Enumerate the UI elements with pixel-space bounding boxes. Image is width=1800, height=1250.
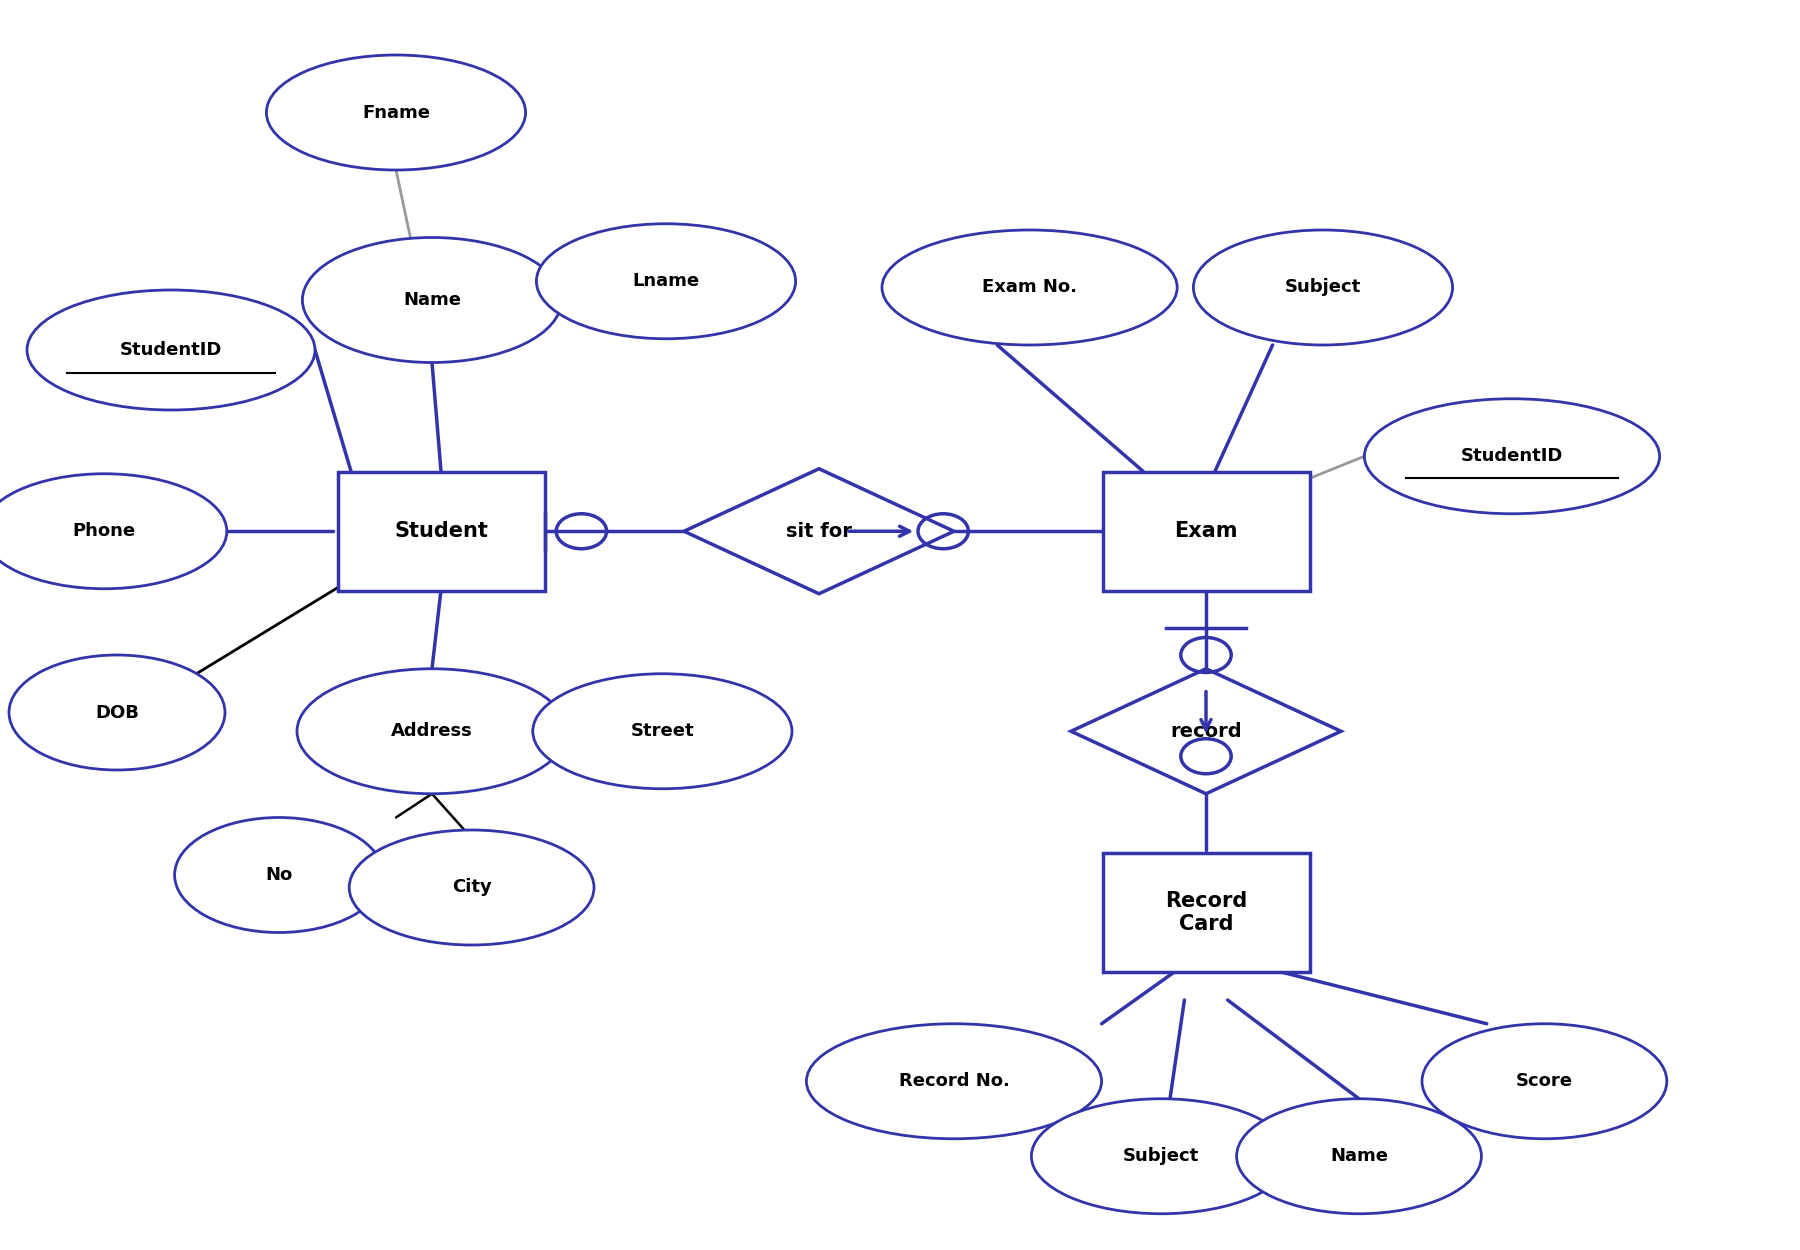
Ellipse shape bbox=[1031, 1099, 1291, 1214]
Text: Lname: Lname bbox=[632, 272, 700, 290]
Bar bbox=[1102, 471, 1310, 590]
Ellipse shape bbox=[0, 474, 227, 589]
Ellipse shape bbox=[9, 655, 225, 770]
Text: Street: Street bbox=[630, 722, 695, 740]
Polygon shape bbox=[1071, 669, 1341, 794]
Text: Record No.: Record No. bbox=[898, 1072, 1010, 1090]
Text: StudentID: StudentID bbox=[1462, 448, 1562, 465]
Text: City: City bbox=[452, 879, 491, 896]
Text: Student: Student bbox=[394, 521, 488, 541]
Text: record: record bbox=[1170, 721, 1242, 741]
Text: Fname: Fname bbox=[362, 104, 430, 121]
Text: StudentID: StudentID bbox=[121, 341, 221, 359]
Text: Subject: Subject bbox=[1123, 1148, 1199, 1165]
Text: Address: Address bbox=[391, 722, 473, 740]
Ellipse shape bbox=[297, 669, 567, 794]
Text: No: No bbox=[265, 866, 293, 884]
Ellipse shape bbox=[1364, 399, 1660, 514]
Text: Phone: Phone bbox=[72, 522, 137, 540]
Ellipse shape bbox=[882, 230, 1177, 345]
Text: Score: Score bbox=[1516, 1072, 1573, 1090]
Ellipse shape bbox=[349, 830, 594, 945]
Bar bbox=[1102, 853, 1310, 973]
Text: Exam No.: Exam No. bbox=[983, 279, 1076, 296]
Text: Record
Card: Record Card bbox=[1165, 891, 1247, 934]
Ellipse shape bbox=[536, 224, 796, 339]
Ellipse shape bbox=[175, 818, 383, 932]
Text: Exam: Exam bbox=[1174, 521, 1238, 541]
Ellipse shape bbox=[1193, 230, 1453, 345]
Text: Subject: Subject bbox=[1285, 279, 1361, 296]
Text: Name: Name bbox=[403, 291, 461, 309]
Polygon shape bbox=[684, 469, 954, 594]
Bar bbox=[338, 471, 544, 590]
Ellipse shape bbox=[266, 55, 526, 170]
Text: Name: Name bbox=[1330, 1148, 1388, 1165]
Text: sit for: sit for bbox=[787, 521, 851, 541]
Ellipse shape bbox=[27, 290, 315, 410]
Ellipse shape bbox=[533, 674, 792, 789]
Text: DOB: DOB bbox=[95, 704, 139, 721]
Ellipse shape bbox=[302, 238, 562, 362]
Ellipse shape bbox=[1422, 1024, 1667, 1139]
Ellipse shape bbox=[806, 1024, 1102, 1139]
Ellipse shape bbox=[1237, 1099, 1481, 1214]
